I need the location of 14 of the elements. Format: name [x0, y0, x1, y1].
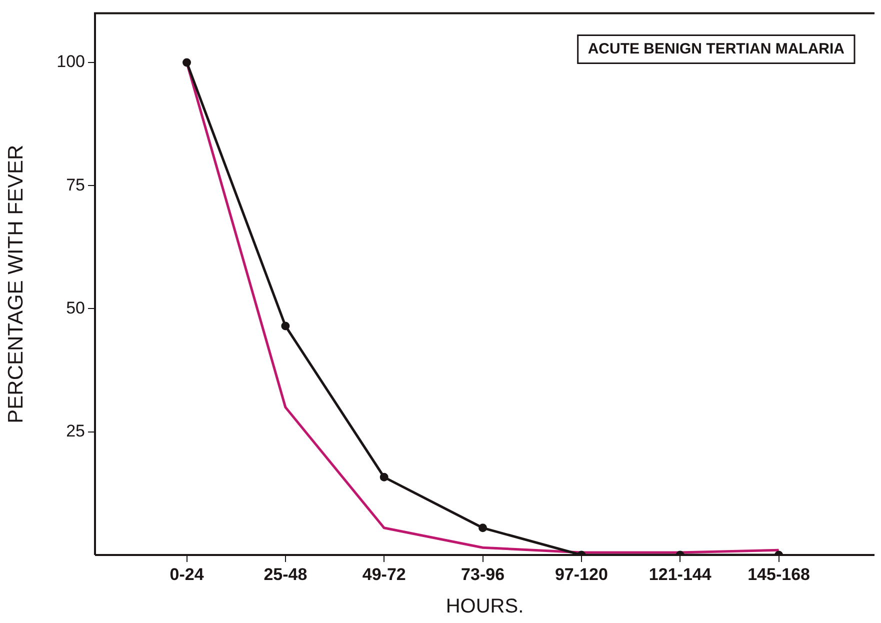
annotation: ACUTE BENIGN TERTIAN MALARIA: [588, 40, 845, 58]
y-tick-label: 75: [66, 175, 85, 194]
x-tick-label: 97-120: [554, 564, 608, 584]
y-axis-title: PERCENTAGE WITH FEVER: [4, 144, 28, 424]
x-tick-label: 49-72: [362, 564, 406, 584]
x-tick-label: 121-144: [648, 564, 712, 584]
x-tick-label: 25-48: [264, 564, 308, 584]
y-tick-label: 25: [66, 422, 85, 441]
y-tick-label: 100: [56, 52, 85, 72]
x-tick-label: 145-168: [748, 564, 810, 584]
y-tick-label: 50: [66, 298, 85, 318]
x-axis-title: HOURS.: [446, 596, 524, 618]
x-tick-label: 73-96: [461, 564, 505, 584]
x-tick-label: 0-24: [170, 564, 204, 584]
